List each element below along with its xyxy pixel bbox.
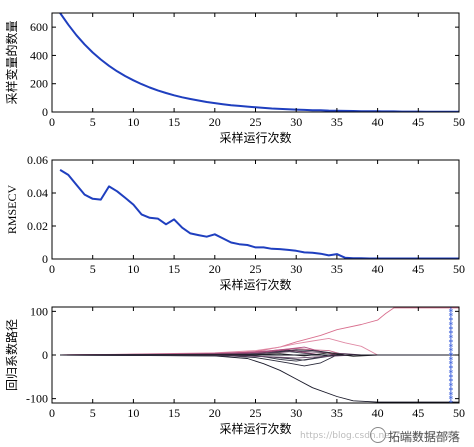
y-axis-label: 采样变量的数量: [4, 20, 19, 104]
x-tick-label: 15: [168, 115, 180, 129]
asterisk-marker: *: [448, 338, 453, 349]
asterisk-marker: *: [448, 355, 453, 366]
series-line-0: [60, 307, 459, 356]
series-line-1: [60, 337, 378, 356]
x-tick-label: 45: [412, 262, 424, 276]
x-tick-label: 25: [250, 406, 262, 420]
asterisk-marker: *: [448, 360, 453, 371]
x-tick-label: 30: [290, 262, 302, 276]
x-axis-label: 采样运行次数: [219, 421, 291, 436]
series-line-6: [60, 354, 338, 367]
x-tick-label: 20: [209, 262, 221, 276]
x-tick-label: 0: [49, 406, 55, 420]
x-tick-label: 45: [412, 406, 424, 420]
x-axis-label: 采样运行次数: [219, 277, 291, 292]
x-tick-label: 15: [168, 406, 180, 420]
x-tick-label: 10: [127, 115, 139, 129]
x-tick-label: 40: [372, 115, 384, 129]
x-tick-label: 5: [90, 406, 96, 420]
x-tick-label: 50: [453, 262, 465, 276]
x-tick-label: 20: [209, 115, 221, 129]
asterisk-marker: *: [448, 334, 453, 345]
y-tick-label: 0.04: [27, 186, 48, 200]
x-tick-label: 50: [453, 115, 465, 129]
asterisk-marker: *: [448, 399, 453, 410]
y-axis-label: RMSECV: [5, 184, 19, 234]
y-tick-label: 400: [30, 48, 48, 62]
y-tick-label: 100: [30, 304, 48, 318]
y-tick-label: 0: [42, 105, 48, 119]
x-tick-label: 35: [331, 262, 343, 276]
panel-coefficient-path: ***********************0 5 10 15 20 25 30 35 40 4…: [4, 303, 465, 436]
x-tick-label: 35: [331, 406, 343, 420]
asterisk-marker: *: [448, 307, 453, 318]
y-tick-label: 200: [30, 77, 48, 91]
x-tick-label: 0: [49, 262, 55, 276]
y-tick-label: 0: [42, 348, 48, 362]
axes-frame: [51, 12, 460, 113]
y-tick-label: 0.02: [27, 219, 48, 233]
series-line-5: [60, 354, 459, 403]
x-tick-label: 30: [290, 406, 302, 420]
asterisk-marker: *: [448, 316, 453, 327]
asterisk-marker: *: [448, 386, 453, 397]
asterisk-marker: *: [448, 390, 453, 401]
asterisk-marker: *: [448, 364, 453, 375]
x-tick-label: 5: [90, 115, 96, 129]
x-tick-label: 0: [49, 115, 55, 129]
asterisk-marker: *: [448, 329, 453, 340]
x-tick-label: 45: [412, 115, 424, 129]
asterisk-marker: *: [448, 373, 453, 384]
x-tick-label: 5: [90, 262, 96, 276]
y-axis-label: 回归系数路径: [4, 319, 19, 391]
asterisk-marker: *: [448, 368, 453, 379]
x-tick-label: 35: [331, 115, 343, 129]
x-tick-label: 20: [209, 406, 221, 420]
x-tick-label: 40: [372, 406, 384, 420]
asterisk-marker: *: [448, 320, 453, 331]
axes-frame: [51, 159, 460, 260]
asterisk-marker: *: [448, 342, 453, 353]
panel-rmsecv: 0 5 10 15 20 25 30 35 40 45 50 0 0.02 0.04 0.06 采样运行次数 R…: [5, 153, 465, 292]
y-tick-label: -100: [26, 392, 48, 406]
y-tick-label: 600: [30, 20, 48, 34]
x-axis-label: 采样运行次数: [219, 130, 291, 145]
asterisk-marker: *: [448, 347, 453, 358]
x-tick-label: 25: [250, 262, 262, 276]
panel-sample-count: 0 5 10 15 20 25 30 35 40 45 50 0 200 400 600 采样运行次数 采样变量…: [4, 12, 465, 145]
x-tick-label: 15: [168, 262, 180, 276]
y-tick-label: 0.06: [27, 153, 48, 167]
x-tick-label: 50: [453, 406, 465, 420]
y-tick-label: 0: [42, 252, 48, 266]
asterisk-marker: *: [448, 382, 453, 393]
x-tick-label: 10: [127, 406, 139, 420]
asterisk-marker: *: [448, 303, 453, 314]
x-tick-label: 10: [127, 262, 139, 276]
series-line-12: [60, 354, 354, 359]
asterisk-marker: *: [448, 377, 453, 388]
asterisk-marker: *: [448, 325, 453, 336]
x-tick-label: 30: [290, 115, 302, 129]
asterisk-marker: *: [448, 395, 453, 406]
series-line-0: [59, 13, 459, 112]
x-tick-label: 25: [250, 115, 262, 129]
x-tick-label: 40: [372, 262, 384, 276]
series-line-0: [59, 169, 459, 259]
asterisk-marker: *: [448, 351, 453, 362]
asterisk-marker: *: [448, 312, 453, 323]
